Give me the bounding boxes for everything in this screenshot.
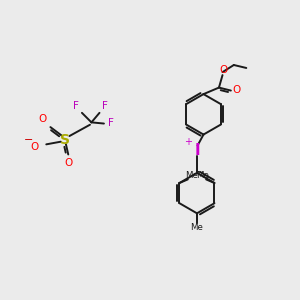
Text: −: − <box>24 135 33 145</box>
Text: F: F <box>73 101 79 111</box>
Text: O: O <box>39 114 47 124</box>
Text: F: F <box>108 118 114 128</box>
Text: Me: Me <box>190 223 203 232</box>
Text: O: O <box>31 142 39 152</box>
Text: I: I <box>194 143 200 158</box>
Text: +: + <box>184 137 192 147</box>
Text: O: O <box>219 65 227 75</box>
Text: O: O <box>65 158 73 168</box>
Text: F: F <box>102 101 108 111</box>
Text: O: O <box>232 85 240 95</box>
Text: Me: Me <box>185 171 198 180</box>
Text: S: S <box>60 133 70 147</box>
Text: Me: Me <box>196 171 209 180</box>
